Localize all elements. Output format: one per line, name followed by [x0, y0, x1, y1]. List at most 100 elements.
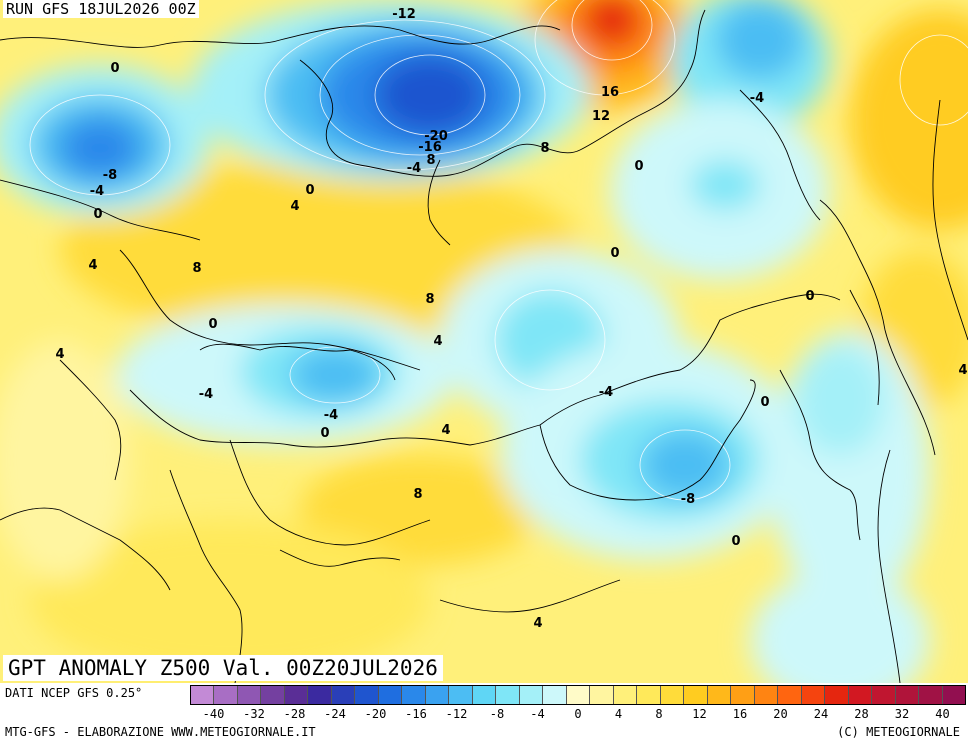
legend-swatch [284, 686, 309, 704]
legend-tick-label: 40 [935, 707, 950, 721]
legend-swatch [848, 686, 873, 704]
legend-tick-label: -8 [489, 707, 505, 721]
legend-swatch [872, 686, 896, 704]
geographic-borders [0, 9, 968, 683]
contour-label: 4 [88, 258, 97, 273]
legend-swatch [919, 686, 943, 704]
legend-swatch [801, 686, 826, 704]
legend-tick-label: -40 [202, 707, 225, 721]
contour-label: 4 [433, 334, 442, 349]
legend-swatch [331, 686, 356, 704]
legend-swatch [378, 686, 403, 704]
legend-swatch [942, 686, 965, 704]
legend-swatch [425, 686, 450, 704]
legend-tick-label: 4 [614, 707, 623, 721]
legend-swatch [472, 686, 497, 704]
legend-swatch [191, 686, 215, 704]
run-label: RUN GFS 18JUL2026 00Z [3, 0, 199, 18]
anomaly-field [0, 0, 968, 683]
legend-swatch [637, 686, 661, 704]
legend-swatch [660, 686, 685, 704]
credit-text: MTG-GFS - ELABORAZIONE WWW.METEOGIORNALE… [5, 725, 316, 739]
contour-label: 0 [208, 317, 217, 332]
legend-tick-label: 8 [655, 707, 663, 721]
contour-label: 0 [110, 61, 119, 76]
contour-label: 12 [592, 109, 610, 124]
footer: DATI NCEP GFS 0.25° -40 -32 -28 -24 -20 -16 -1… [0, 683, 968, 745]
contour-label: 0 [634, 159, 643, 174]
contour-label: 0 [805, 289, 814, 304]
contour-label: -4 [324, 408, 338, 423]
legend-tick-label: 24 [813, 707, 829, 721]
legend-tick-label: -24 [324, 707, 346, 721]
legend-tick-label: 0 [574, 707, 582, 721]
legend-tick-label: -16 [405, 707, 427, 721]
legend-tick-label: 32 [894, 707, 910, 721]
legend-swatch [825, 686, 849, 704]
legend-swatch [519, 686, 544, 704]
anomaly-map: -12 0 16 12 -4 -20 -16 8 -4 8 0 -8 -4 0 4 0 0 4 8 0 8 0 4 4 4 -4-… [0, 0, 968, 683]
contour-lines [29, 0, 968, 501]
legend-swatch [402, 686, 426, 704]
contour-label: 0 [760, 395, 769, 410]
legend-tick-label: 20 [773, 707, 788, 721]
legend-tick-label: 16 [732, 707, 748, 721]
contour-label: -8 [103, 168, 117, 183]
contour-label: 8 [425, 292, 434, 307]
contour-label: 4 [441, 423, 450, 438]
contour-label: -16 [418, 140, 442, 155]
legend-swatch [590, 686, 614, 704]
legend-swatch [754, 686, 779, 704]
data-source: DATI NCEP GFS 0.25° [5, 686, 143, 700]
color-legend [190, 685, 966, 705]
contour-label: 8 [426, 153, 435, 168]
legend-swatch [731, 686, 755, 704]
legend-tick-label: 12 [692, 707, 707, 721]
contour-label: -4 [750, 91, 764, 106]
copyright-text: (C) METEOGIORNALE [837, 725, 960, 739]
legend-ticks: -40 -32 -28 -24 -20 -16 -12 -8 -4 0 4 8 12 16 20 24 28 32… [190, 707, 966, 723]
legend-swatch [355, 686, 379, 704]
legend-tick-label: -20 [364, 707, 387, 721]
legend-tick-label: 28 [854, 707, 869, 721]
legend-tick-label: -28 [283, 707, 306, 721]
contour-label: 4 [290, 199, 299, 214]
contour-label: -4 [407, 161, 421, 176]
legend-swatch [543, 686, 567, 704]
legend-swatch [237, 686, 262, 704]
contour-label: -12 [392, 7, 416, 22]
map-title: GPT ANOMALY Z500 Val. 00Z20JUL2026 [3, 655, 443, 681]
contour-label: 4 [958, 363, 967, 378]
contour-label: 0 [320, 426, 329, 441]
legend-swatch [566, 686, 591, 704]
contour-label: 16 [601, 85, 619, 100]
contour-label: 0 [305, 183, 314, 198]
legend-swatch [778, 686, 802, 704]
contour-label: -20 [424, 129, 448, 144]
legend-swatch [308, 686, 332, 704]
legend-swatch [684, 686, 708, 704]
contour-label: -4 [199, 387, 213, 402]
contour-label: 8 [413, 487, 422, 502]
legend-swatch [449, 686, 473, 704]
contour-label: -8 [681, 492, 695, 507]
legend-swatch [707, 686, 732, 704]
legend-swatch [214, 686, 238, 704]
legend-tick-label: -32 [243, 707, 265, 721]
contour-label: 4 [533, 616, 542, 631]
legend-tick-label: -4 [530, 707, 545, 721]
legend-swatch [613, 686, 638, 704]
legend-swatch [496, 686, 520, 704]
contour-label: 0 [93, 207, 102, 222]
contour-label: 4 [55, 347, 64, 362]
legend-swatch [895, 686, 920, 704]
contour-label: -4 [599, 385, 613, 400]
contour-label: 8 [540, 141, 549, 156]
contour-label: 0 [731, 534, 740, 549]
contour-label: -4 [90, 184, 104, 199]
legend-tick-label: -12 [445, 707, 468, 721]
legend-swatch [261, 686, 285, 704]
contour-label: 0 [610, 246, 619, 261]
